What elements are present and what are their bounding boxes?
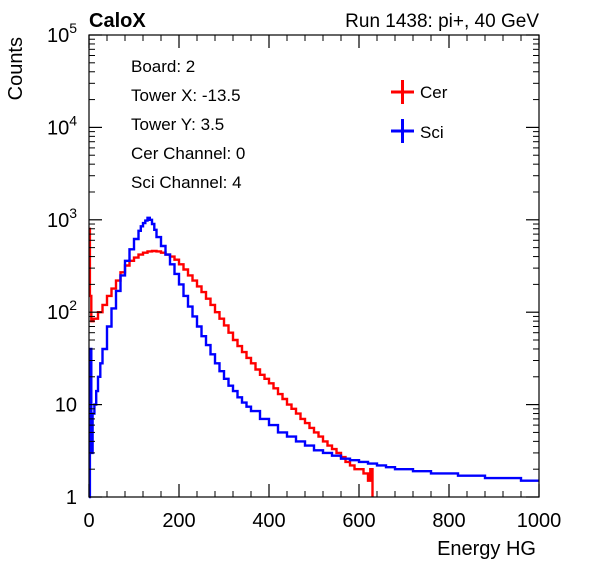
x-tick-label: 200 bbox=[162, 510, 195, 532]
info-line-tower-x: Tower X: -13.5 bbox=[131, 86, 241, 105]
y-tick-label: 102 bbox=[47, 297, 77, 324]
plot-frame bbox=[88, 34, 540, 498]
y-tick-label: 105 bbox=[47, 20, 77, 47]
series-cer-line bbox=[88, 227, 374, 497]
header-left-label: CaloX bbox=[89, 10, 146, 32]
info-line-sci-channel: Sci Channel: 4 bbox=[131, 173, 242, 192]
legend-marker-sci bbox=[391, 119, 414, 143]
y-axis-label: Counts bbox=[5, 37, 27, 100]
x-tick-label: 1000 bbox=[517, 510, 562, 532]
legend: Cer Sci bbox=[391, 80, 448, 143]
x-tick-label: 400 bbox=[252, 510, 285, 532]
series-layer bbox=[88, 216, 539, 499]
y-tick-label: 103 bbox=[47, 205, 77, 232]
axes-layer: 0 200 400 600 800 1000 1 10 102 103 104 105 bbox=[47, 20, 561, 532]
legend-label-cer: Cer bbox=[420, 83, 448, 102]
info-box bbox=[112, 42, 357, 197]
x-axis-label: Energy HG bbox=[437, 538, 536, 560]
info-line-tower-y: Tower Y: 3.5 bbox=[131, 115, 224, 134]
info-line-board: Board: 2 bbox=[131, 57, 195, 76]
x-tick-label: 800 bbox=[432, 510, 465, 532]
legend-marker-cer bbox=[391, 80, 414, 104]
y-tick-label: 1 bbox=[66, 487, 77, 509]
info-line-cer-channel: Cer Channel: 0 bbox=[131, 144, 245, 163]
legend-label-sci: Sci bbox=[420, 123, 444, 142]
y-tick-label: 104 bbox=[47, 112, 77, 139]
series-sci-line bbox=[88, 216, 539, 499]
y-tick-label: 10 bbox=[55, 395, 77, 417]
x-tick-label: 0 bbox=[83, 510, 94, 532]
x-tick-label: 600 bbox=[342, 510, 375, 532]
header-right-label: Run 1438: pi+, 40 GeV bbox=[345, 11, 539, 32]
